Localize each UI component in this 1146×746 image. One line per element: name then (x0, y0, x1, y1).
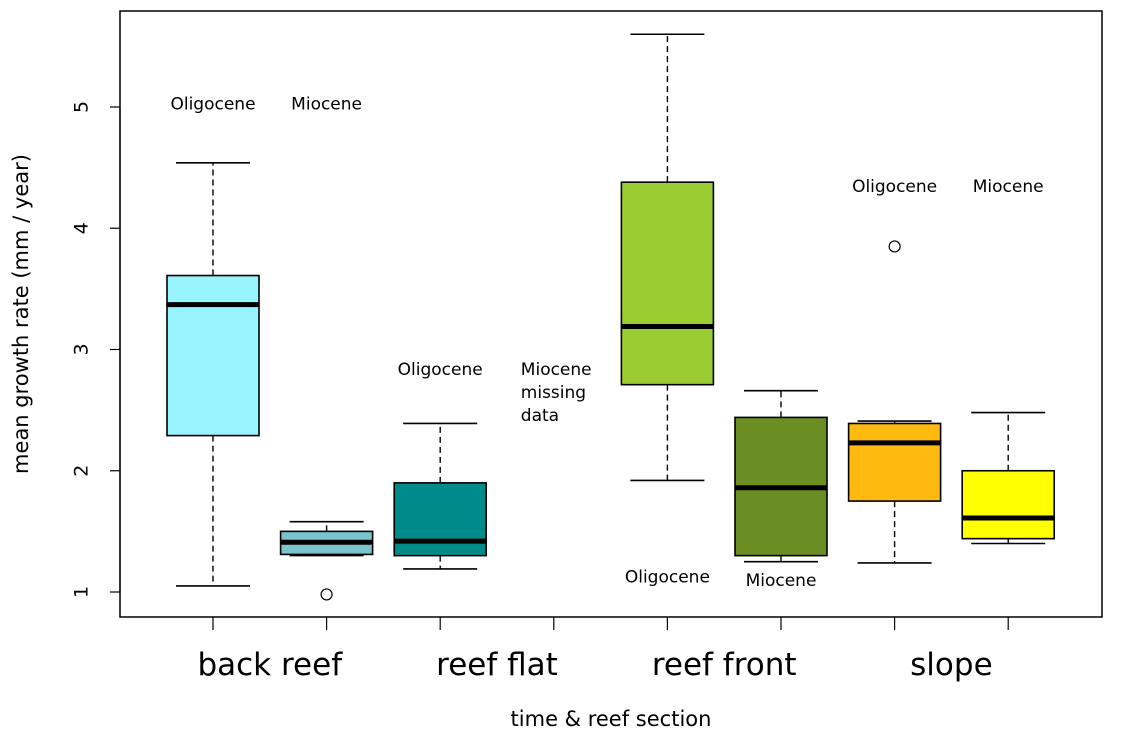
y-tick-label: 1 (71, 586, 93, 598)
iqr-box (620, 181, 715, 386)
iqr-box (166, 274, 260, 437)
box-slope-oligocene (847, 240, 942, 564)
period-annotation: Miocene missing data (521, 360, 592, 426)
outlier-point (888, 240, 901, 253)
annotations-layer: Oligocene Miocene Oligocene Miocene missing d… (170, 94, 1043, 591)
annotation-line: Oligocene (398, 360, 483, 380)
box-back-reef-oligocene (166, 161, 260, 587)
box-back-reef-miocene (279, 520, 374, 601)
annotation-line: Miocene (746, 571, 817, 591)
x-axis: back reef reef flat reef front slope (197, 617, 1009, 683)
x-group-label: back reef (197, 647, 343, 683)
period-annotation: Oligocene (625, 567, 710, 587)
outlier-point (320, 588, 333, 601)
annotation-line: Oligocene (852, 177, 937, 197)
iqr-box (961, 469, 1056, 540)
iqr-box (393, 482, 488, 557)
box-slope-miocene (961, 411, 1056, 545)
annotation-line: Oligocene (170, 94, 255, 114)
y-axis-title: mean growth rate (mm / year) (9, 154, 33, 474)
box-reef-front-miocene (734, 389, 828, 563)
y-tick-label: 4 (71, 222, 93, 234)
y-tick-label: 3 (71, 343, 93, 355)
boxes-layer (166, 33, 1056, 601)
annotation-line: Miocene (521, 360, 592, 380)
annotation-line: Miocene (973, 177, 1044, 197)
y-axis: 1 2 3 4 5 (71, 101, 121, 598)
box-reef-front-oligocene (620, 33, 715, 482)
box-reef-flat-oligocene (393, 422, 488, 570)
plot-frame (119, 10, 1103, 618)
y-tick-label: 5 (71, 101, 93, 113)
period-annotation: Oligocene (398, 360, 483, 380)
annotation-line: Oligocene (625, 567, 710, 587)
y-tick-label: 2 (71, 465, 93, 477)
period-annotation: Miocene (973, 177, 1044, 197)
period-annotation: Miocene (291, 94, 362, 114)
annotation-line: data (521, 406, 559, 426)
x-group-label: reef flat (436, 647, 558, 683)
x-group-label: slope (910, 647, 992, 683)
iqr-box (847, 422, 942, 502)
period-annotation: Oligocene (852, 177, 937, 197)
annotation-line: Miocene (291, 94, 362, 114)
period-annotation: Miocene (746, 571, 817, 591)
annotation-line: missing (521, 383, 586, 403)
x-axis-title: time & reef section (511, 707, 712, 731)
x-group-label: reef front (652, 647, 797, 683)
period-annotation: Oligocene (170, 94, 255, 114)
